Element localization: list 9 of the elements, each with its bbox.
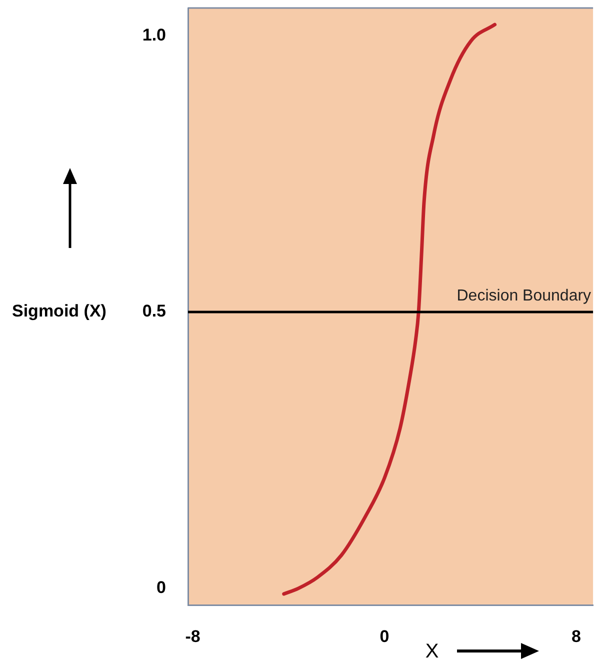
y-tick-label: 0 [156, 578, 166, 598]
x-tick-label: 8 [572, 626, 582, 646]
y-tick-label: 0.5 [142, 302, 166, 321]
x-tick-label: -8 [185, 626, 200, 646]
x-axis-title: X [425, 640, 439, 663]
x-tick-label: 0 [380, 626, 390, 646]
y-axis-title: Sigmoid (X) [12, 302, 106, 321]
ref-line-label: Decision Boundary [456, 287, 592, 304]
y-tick-label: 1.0 [142, 25, 166, 44]
